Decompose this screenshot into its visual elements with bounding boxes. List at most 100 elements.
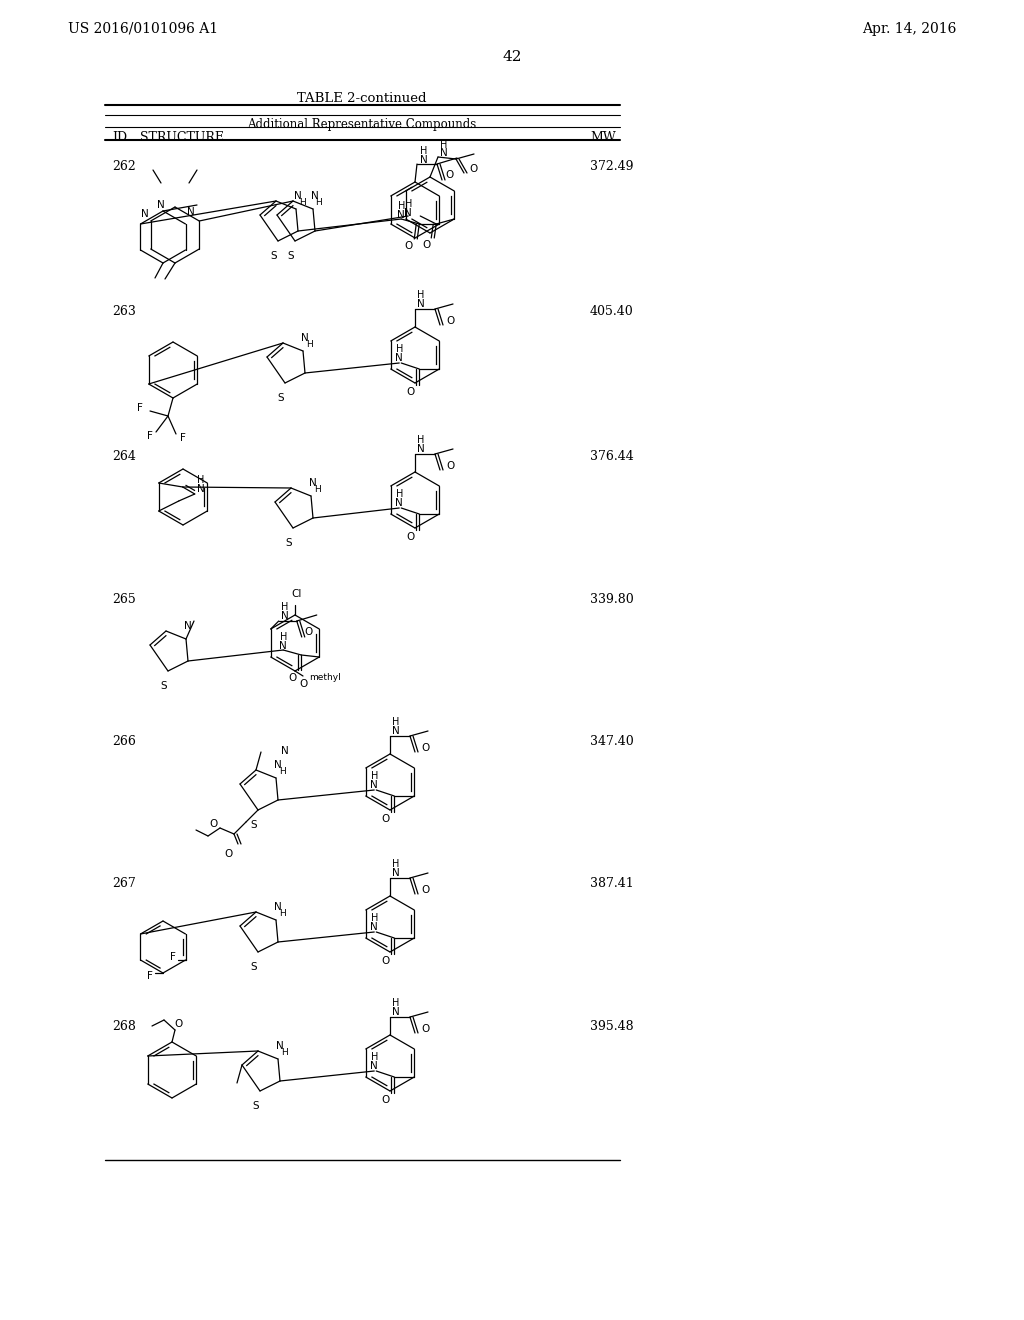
Text: S: S (286, 539, 292, 548)
Text: TABLE 2-continued: TABLE 2-continued (297, 92, 427, 106)
Text: N: N (395, 498, 403, 508)
Text: H: H (397, 201, 404, 211)
Text: H: H (417, 290, 424, 300)
Text: O: O (446, 461, 455, 471)
Text: O: O (224, 849, 233, 859)
Text: N: N (274, 902, 282, 912)
Text: F: F (180, 433, 186, 444)
Text: O: O (446, 315, 455, 326)
Text: O: O (445, 170, 454, 180)
Text: H: H (280, 632, 287, 642)
Text: H: H (417, 436, 424, 445)
Text: methyl: methyl (309, 672, 341, 681)
Text: N: N (371, 921, 378, 932)
Text: 372.49: 372.49 (590, 160, 634, 173)
Text: N: N (276, 1041, 284, 1051)
Text: N: N (141, 209, 150, 219)
Text: N: N (311, 191, 318, 201)
Text: 395.48: 395.48 (590, 1020, 634, 1034)
Text: H: H (197, 475, 204, 484)
Text: STRUCTURE: STRUCTURE (140, 131, 224, 144)
Text: N: N (281, 746, 289, 756)
Text: 267: 267 (112, 876, 136, 890)
Text: 262: 262 (112, 160, 136, 173)
Text: H: H (281, 1048, 288, 1057)
Text: N: N (197, 484, 205, 494)
Text: N: N (187, 207, 196, 216)
Text: H: H (281, 602, 288, 612)
Text: S: S (251, 820, 257, 830)
Text: MW: MW (590, 131, 615, 144)
Text: H: H (392, 998, 399, 1008)
Text: H: H (392, 859, 399, 869)
Text: O: O (422, 240, 430, 249)
Text: N: N (404, 209, 412, 218)
Text: N: N (301, 333, 309, 343)
Text: S: S (278, 393, 285, 403)
Text: 347.40: 347.40 (590, 735, 634, 748)
Text: N: N (440, 148, 447, 158)
Text: N: N (397, 210, 406, 220)
Text: H: H (404, 199, 412, 209)
Text: N: N (371, 780, 378, 789)
Text: Apr. 14, 2016: Apr. 14, 2016 (861, 22, 956, 36)
Text: O: O (299, 678, 307, 689)
Text: O: O (404, 242, 413, 251)
Text: 268: 268 (112, 1020, 136, 1034)
Text: O: O (210, 818, 218, 829)
Text: N: N (157, 201, 165, 210)
Text: H: H (371, 771, 378, 781)
Text: S: S (288, 251, 294, 261)
Text: Cl: Cl (292, 589, 302, 599)
Text: 387.41: 387.41 (590, 876, 634, 890)
Text: 266: 266 (112, 735, 136, 748)
Text: H: H (392, 717, 399, 727)
Text: 265: 265 (112, 593, 136, 606)
Text: H: H (371, 1052, 378, 1063)
Text: N: N (392, 726, 399, 737)
Text: N: N (395, 352, 403, 363)
Text: US 2016/0101096 A1: US 2016/0101096 A1 (68, 22, 218, 36)
Text: N: N (281, 611, 289, 620)
Text: O: O (421, 743, 429, 752)
Text: N: N (392, 869, 399, 878)
Text: O: O (381, 1096, 389, 1105)
Text: N: N (294, 191, 302, 201)
Text: F: F (147, 432, 153, 441)
Text: N: N (184, 620, 191, 631)
Text: N: N (371, 1061, 378, 1071)
Text: O: O (381, 814, 389, 824)
Text: S: S (251, 962, 257, 972)
Text: 264: 264 (112, 450, 136, 463)
Text: H: H (299, 198, 306, 207)
Text: 42: 42 (502, 50, 522, 63)
Text: 263: 263 (112, 305, 136, 318)
Text: N: N (274, 760, 282, 770)
Text: H: H (440, 140, 447, 150)
Text: H: H (371, 913, 378, 923)
Text: O: O (305, 627, 313, 638)
Text: N: N (280, 642, 287, 651)
Text: O: O (406, 387, 415, 397)
Text: N: N (417, 300, 425, 309)
Text: N: N (420, 154, 428, 165)
Text: O: O (406, 532, 415, 543)
Text: N: N (417, 444, 425, 454)
Text: ID: ID (112, 131, 127, 144)
Text: O: O (381, 956, 389, 966)
Text: N: N (309, 478, 316, 488)
Text: F: F (147, 972, 153, 981)
Text: S: S (161, 681, 167, 690)
Text: 405.40: 405.40 (590, 305, 634, 318)
Text: O: O (469, 164, 477, 174)
Text: 339.80: 339.80 (590, 593, 634, 606)
Text: O: O (421, 1024, 429, 1034)
Text: F: F (137, 403, 143, 413)
Text: H: H (315, 198, 322, 207)
Text: H: H (279, 767, 286, 776)
Text: N: N (392, 1007, 399, 1016)
Text: H: H (395, 488, 402, 499)
Text: H: H (314, 484, 321, 494)
Text: Additional Representative Compounds: Additional Representative Compounds (248, 117, 476, 131)
Text: S: S (253, 1101, 259, 1111)
